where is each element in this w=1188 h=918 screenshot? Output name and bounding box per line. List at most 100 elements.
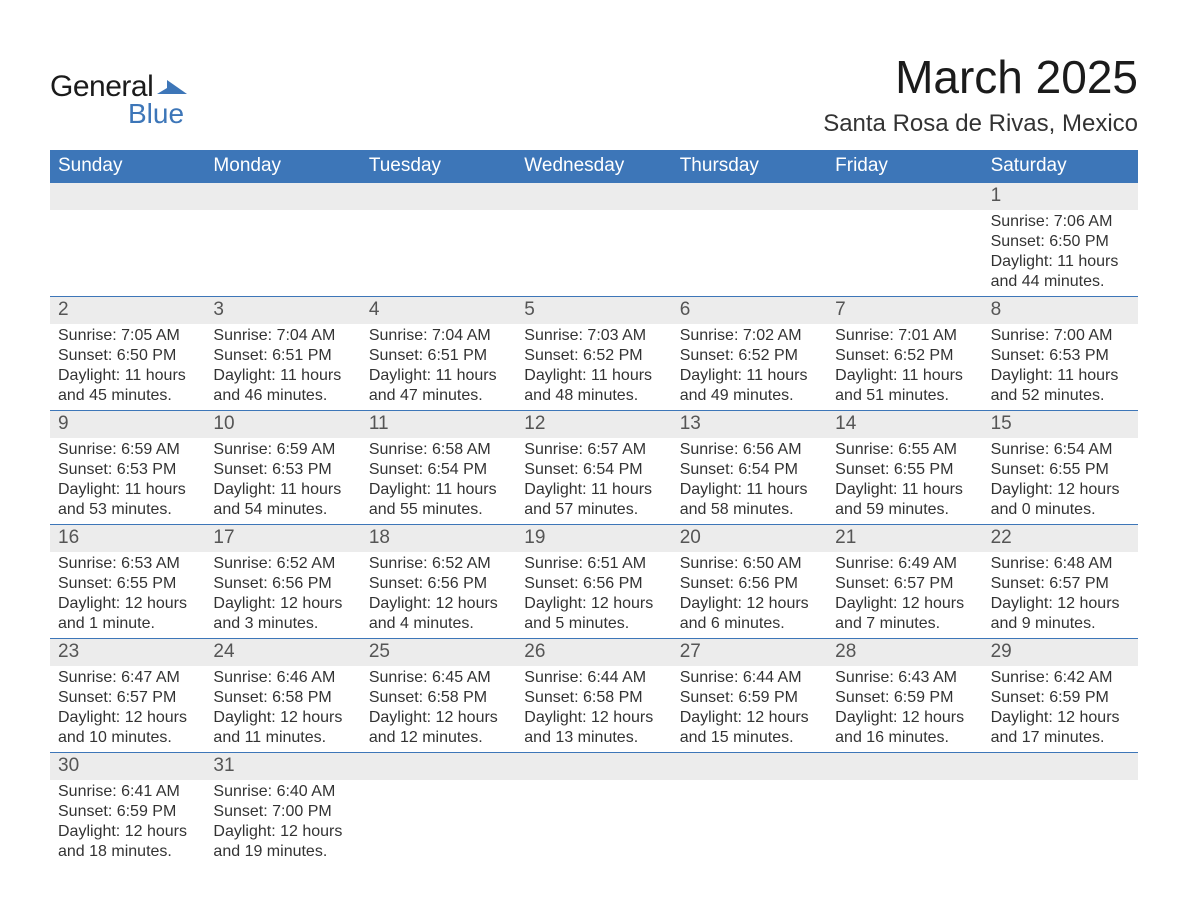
day-line: Sunrise: 7:02 AM — [680, 326, 819, 346]
day-number: 15 — [983, 411, 1138, 438]
calendar: SundayMondayTuesdayWednesdayThursdayFrid… — [50, 150, 1138, 866]
day-line: Sunrise: 7:04 AM — [369, 326, 508, 346]
day-line: Daylight: 12 hours and 1 minute. — [58, 594, 197, 634]
day-line: Sunset: 6:52 PM — [835, 346, 974, 366]
day-number: 24 — [205, 639, 360, 666]
day-header-saturday: Saturday — [983, 150, 1138, 183]
day-header-tuesday: Tuesday — [361, 150, 516, 183]
day-line: Sunrise: 6:52 AM — [213, 554, 352, 574]
day-header-wednesday: Wednesday — [516, 150, 671, 183]
day-line: Sunset: 6:59 PM — [991, 688, 1130, 708]
day-line: Sunrise: 6:53 AM — [58, 554, 197, 574]
day-content — [361, 210, 516, 296]
day-line: Sunset: 6:54 PM — [680, 460, 819, 480]
day-line: Daylight: 11 hours and 54 minutes. — [213, 480, 352, 520]
day-number: 25 — [361, 639, 516, 666]
day-line: Sunset: 6:59 PM — [680, 688, 819, 708]
week-3-daynum-row: 16171819202122 — [50, 524, 1138, 552]
day-line: Daylight: 11 hours and 58 minutes. — [680, 480, 819, 520]
day-line: Sunset: 6:51 PM — [213, 346, 352, 366]
day-line: Daylight: 11 hours and 55 minutes. — [369, 480, 508, 520]
day-number — [361, 753, 516, 780]
week-5-daynum-row: 3031 — [50, 752, 1138, 780]
day-line: Sunset: 6:54 PM — [369, 460, 508, 480]
week-1-daynum-row: 2345678 — [50, 296, 1138, 324]
day-line: Daylight: 11 hours and 48 minutes. — [524, 366, 663, 406]
day-number — [516, 753, 671, 780]
day-line: Sunset: 6:57 PM — [835, 574, 974, 594]
day-line: Daylight: 12 hours and 16 minutes. — [835, 708, 974, 748]
day-line: Sunrise: 6:44 AM — [680, 668, 819, 688]
day-line: Sunrise: 6:50 AM — [680, 554, 819, 574]
day-line: Sunrise: 7:03 AM — [524, 326, 663, 346]
week-2-content-row: Sunrise: 6:59 AMSunset: 6:53 PMDaylight:… — [50, 438, 1138, 524]
day-content — [361, 780, 516, 866]
day-number: 12 — [516, 411, 671, 438]
day-line: Daylight: 11 hours and 47 minutes. — [369, 366, 508, 406]
day-content — [205, 210, 360, 296]
day-number: 1 — [983, 183, 1138, 210]
day-line: Sunset: 6:51 PM — [369, 346, 508, 366]
day-content: Sunrise: 7:00 AMSunset: 6:53 PMDaylight:… — [983, 324, 1138, 410]
day-line: Sunset: 6:57 PM — [58, 688, 197, 708]
day-line: Daylight: 11 hours and 49 minutes. — [680, 366, 819, 406]
week-0-daynum-row: 1 — [50, 183, 1138, 210]
day-content: Sunrise: 6:52 AMSunset: 6:56 PMDaylight:… — [205, 552, 360, 638]
day-line: Sunrise: 6:47 AM — [58, 668, 197, 688]
week-4-content-row: Sunrise: 6:47 AMSunset: 6:57 PM Daylight:… — [50, 666, 1138, 752]
day-content: Sunrise: 6:48 AMSunset: 6:57 PMDaylight:… — [983, 552, 1138, 638]
day-line: Sunset: 6:53 PM — [213, 460, 352, 480]
day-line: Sunset: 6:54 PM — [524, 460, 663, 480]
logo: General Blue — [50, 50, 187, 130]
day-line: Sunrise: 6:55 AM — [835, 440, 974, 460]
day-line: Sunset: 6:56 PM — [680, 574, 819, 594]
day-line: Daylight: 12 hours and 7 minutes. — [835, 594, 974, 634]
day-line: Daylight: 11 hours and 52 minutes. — [991, 366, 1130, 406]
day-content — [983, 780, 1138, 866]
day-line: Sunrise: 7:06 AM — [991, 212, 1130, 232]
day-content: Sunrise: 7:02 AMSunset: 6:52 PMDaylight:… — [672, 324, 827, 410]
day-line: Daylight: 12 hours and 9 minutes. — [991, 594, 1130, 634]
day-number: 4 — [361, 297, 516, 324]
day-number: 19 — [516, 525, 671, 552]
day-line: Sunrise: 6:57 AM — [524, 440, 663, 460]
day-content: Sunrise: 6:50 AMSunset: 6:56 PMDaylight:… — [672, 552, 827, 638]
day-line: Daylight: 12 hours and 3 minutes. — [213, 594, 352, 634]
day-number: 16 — [50, 525, 205, 552]
day-number — [827, 753, 982, 780]
day-content: Sunrise: 6:53 AMSunset: 6:55 PMDaylight:… — [50, 552, 205, 638]
day-line: Daylight: 12 hours and 0 minutes. — [991, 480, 1130, 520]
day-number: 5 — [516, 297, 671, 324]
day-content: Sunrise: 6:46 AMSunset: 6:58 PMDaylight:… — [205, 666, 360, 752]
day-line: Sunrise: 6:43 AM — [835, 668, 974, 688]
day-number: 30 — [50, 753, 205, 780]
week-1-content-row: Sunrise: 7:05 AMSunset: 6:50 PMDaylight:… — [50, 324, 1138, 410]
day-line: Daylight: 11 hours and 46 minutes. — [213, 366, 352, 406]
week-0-content-row: Sunrise: 7:06 AMSunset: 6:50 PMDaylight:… — [50, 210, 1138, 296]
day-number: 14 — [827, 411, 982, 438]
day-number: 21 — [827, 525, 982, 552]
day-number: 18 — [361, 525, 516, 552]
day-line: Daylight: 11 hours and 59 minutes. — [835, 480, 974, 520]
location-label: Santa Rosa de Rivas, Mexico — [823, 110, 1138, 138]
day-line: Sunset: 6:50 PM — [991, 232, 1130, 252]
day-number: 23 — [50, 639, 205, 666]
day-number: 28 — [827, 639, 982, 666]
title-block: March 2025 Santa Rosa de Rivas, Mexico — [823, 50, 1138, 138]
day-number — [672, 753, 827, 780]
day-line: Sunset: 6:58 PM — [213, 688, 352, 708]
day-line: Sunrise: 6:54 AM — [991, 440, 1130, 460]
week-3-content-row: Sunrise: 6:53 AMSunset: 6:55 PMDaylight:… — [50, 552, 1138, 638]
day-content: Sunrise: 6:43 AMSunset: 6:59 PMDaylight:… — [827, 666, 982, 752]
day-content — [827, 210, 982, 296]
day-content — [672, 780, 827, 866]
day-number: 26 — [516, 639, 671, 666]
day-content: Sunrise: 6:54 AMSunset: 6:55 PMDaylight:… — [983, 438, 1138, 524]
day-content: Sunrise: 6:49 AMSunset: 6:57 PMDaylight:… — [827, 552, 982, 638]
day-content: Sunrise: 6:59 AMSunset: 6:53 PMDaylight:… — [50, 438, 205, 524]
day-number: 9 — [50, 411, 205, 438]
day-content: Sunrise: 6:42 AMSunset: 6:59 PMDaylight:… — [983, 666, 1138, 752]
day-line: Sunrise: 6:42 AM — [991, 668, 1130, 688]
day-number: 13 — [672, 411, 827, 438]
day-number — [516, 183, 671, 210]
